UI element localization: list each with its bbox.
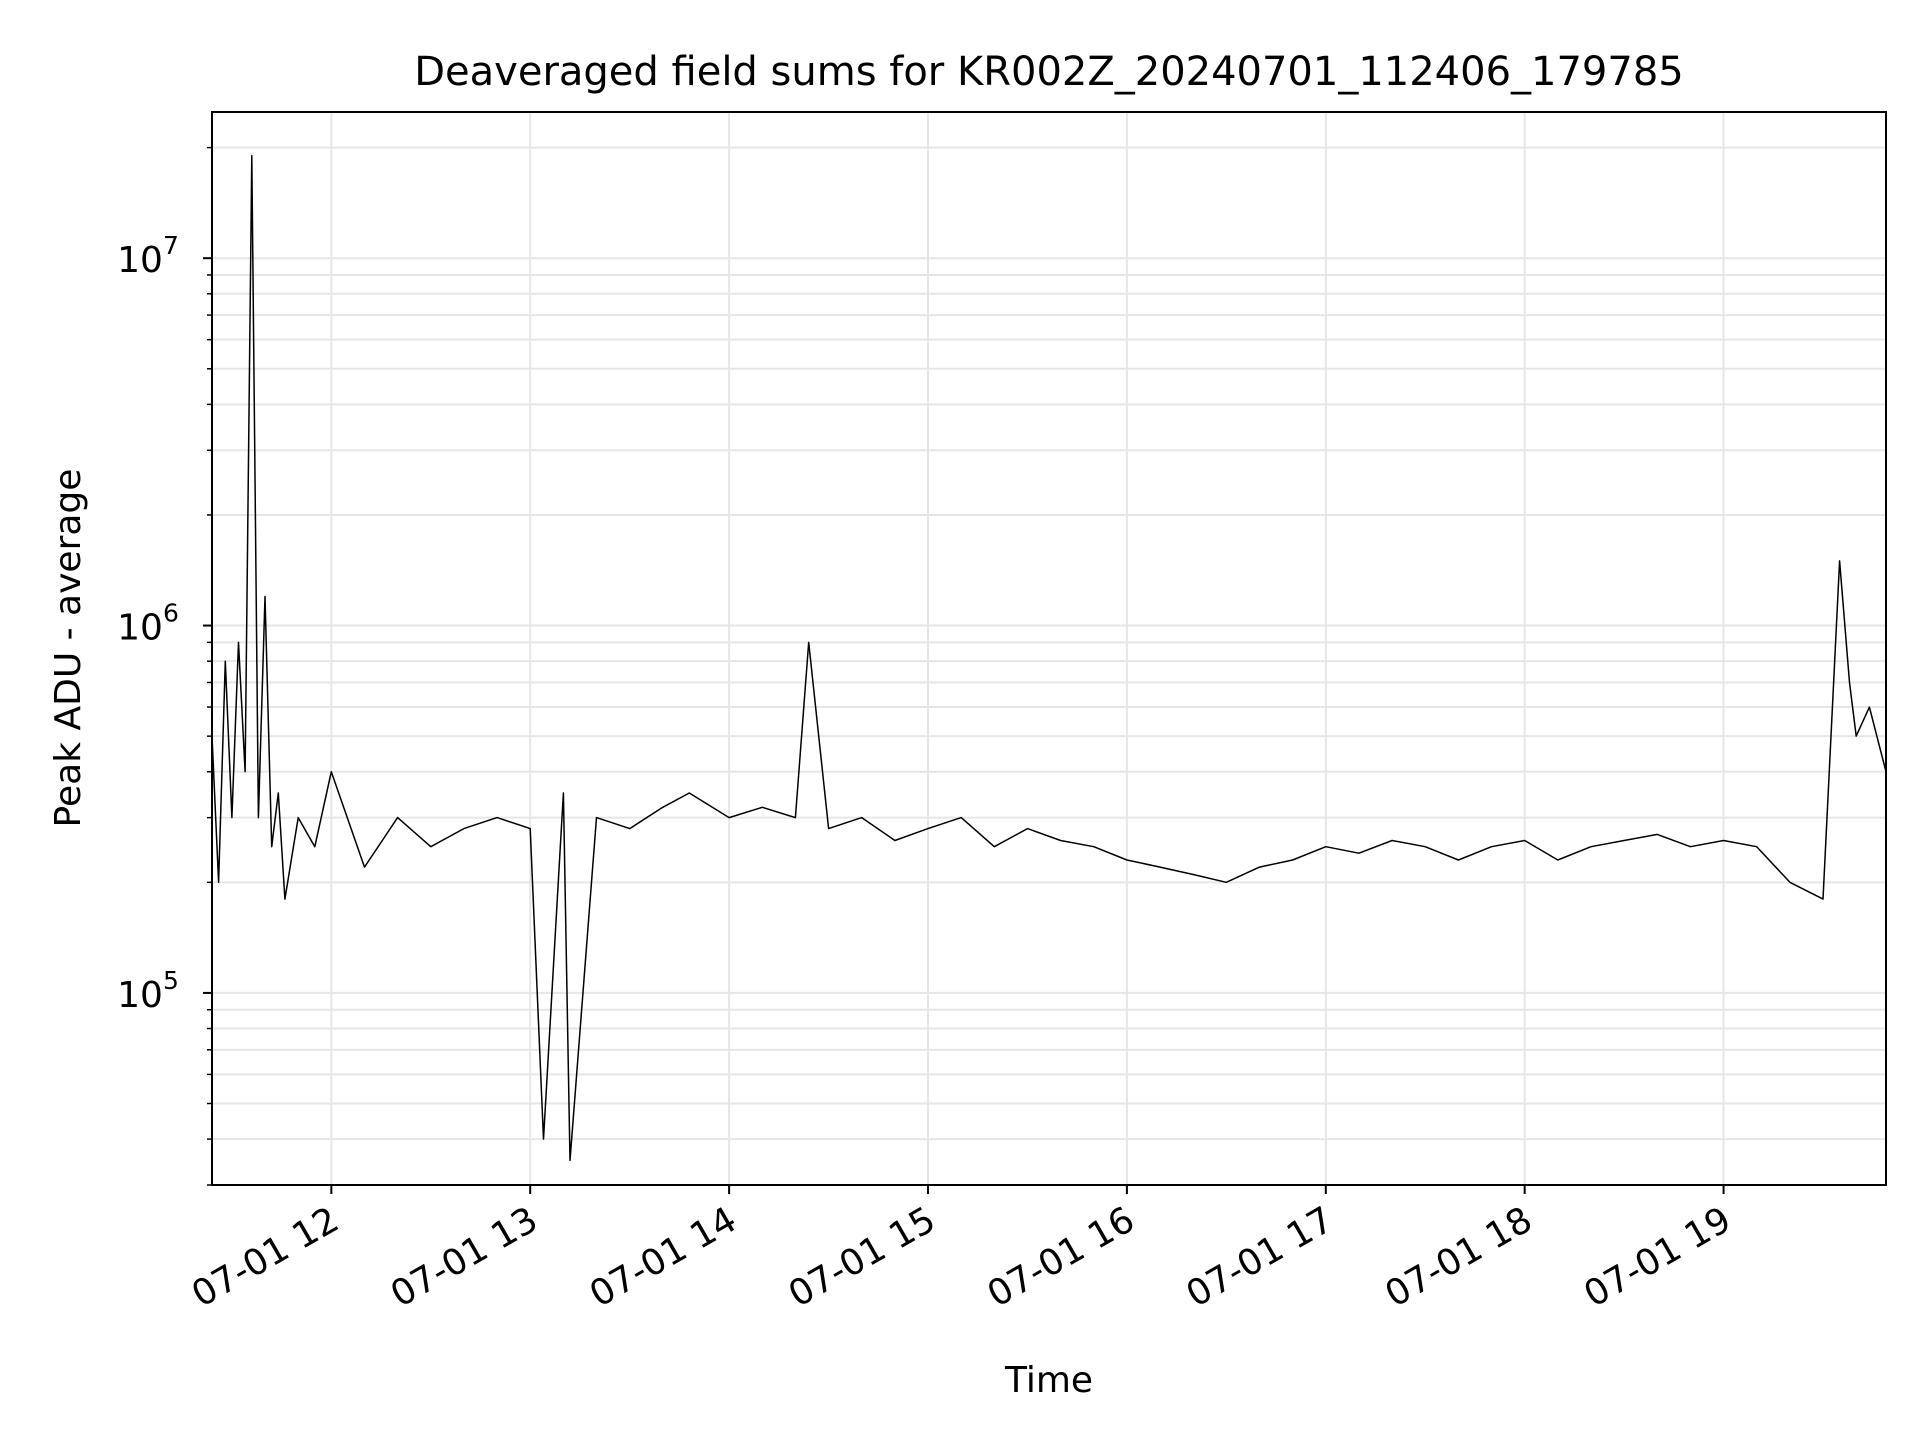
chart-title: Deaveraged field sums for KR002Z_2024070… xyxy=(414,49,1683,95)
y-tick-label-base: 10 xyxy=(117,240,163,281)
y-tick-label: 105 xyxy=(117,966,179,1016)
grid xyxy=(212,112,1886,1186)
y-tick-label-exponent: 5 xyxy=(163,966,179,995)
plot-frame xyxy=(211,111,1887,1186)
y-tick-label-exponent: 6 xyxy=(163,599,179,628)
series-line xyxy=(211,155,1887,1162)
y-tick-label-base: 10 xyxy=(117,975,163,1016)
y-tick-label-base: 10 xyxy=(117,608,163,649)
x-axis-label: Time xyxy=(1004,1360,1093,1401)
y-tick-label-exponent: 7 xyxy=(163,231,179,260)
series-line-layer xyxy=(211,155,1887,1162)
y-tick-label: 107 xyxy=(117,231,179,281)
y-tick-label: 106 xyxy=(117,599,179,649)
y-axis-label: Peak ADU - average xyxy=(48,469,89,828)
